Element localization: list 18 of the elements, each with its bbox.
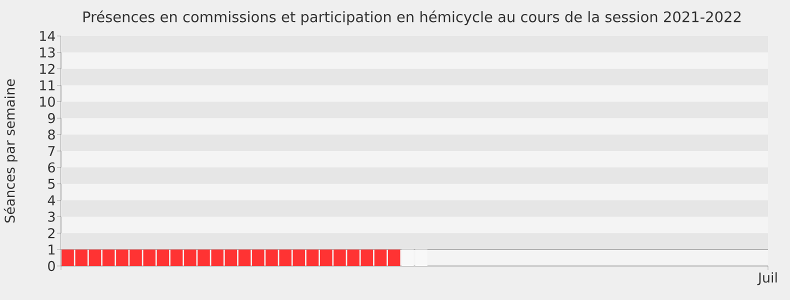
y-tick-label: 5 — [48, 178, 55, 189]
y-tick-label: 13 — [40, 47, 55, 58]
y-tick-label: 14 — [40, 31, 56, 41]
y-tick-label: 2 — [48, 228, 54, 238]
chart-title: Présences en commissions et participation en hémicycle au cours de la session 2021-2022 — [83, 10, 741, 26]
text: Juil — [757, 272, 777, 286]
y-tick-label: 1 — [48, 244, 55, 254]
y-tick-label: 8 — [48, 129, 55, 140]
y-tick-label: 11 — [40, 80, 55, 90]
y-tick-label: 3 — [48, 212, 55, 222]
y-tick-label: 6 — [48, 162, 55, 173]
y-tick-label: 7 — [48, 146, 55, 156]
y-axis-title: Séances par semaine — [4, 79, 18, 223]
y-tick-label: 4 — [48, 195, 56, 206]
y-tick-label: 10 — [40, 96, 55, 107]
y-tick-label: 9 — [48, 113, 55, 124]
y-tick-label: 12 — [40, 64, 54, 74]
y-tick-label: 0 — [48, 260, 55, 272]
